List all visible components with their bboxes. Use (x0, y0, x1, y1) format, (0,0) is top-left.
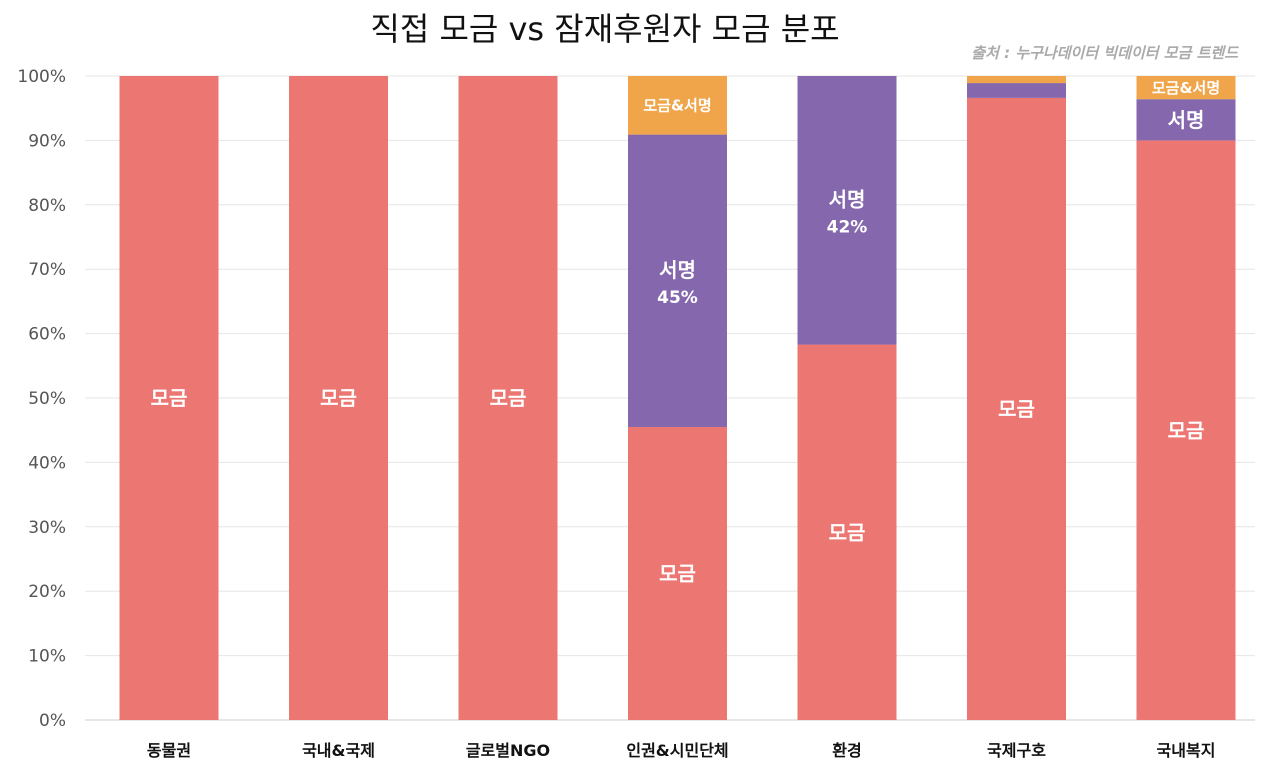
segment-label: 서명 (659, 258, 696, 282)
x-category-label: 동물권 (147, 741, 191, 760)
segment-value-label: 42% (827, 217, 868, 237)
y-tick-label: 90% (28, 131, 66, 151)
bar-segment (967, 97, 1066, 721)
bar-segment (458, 76, 558, 720)
bar-segment (628, 426, 727, 720)
segment-value-label: 45% (657, 288, 698, 308)
bar-segment (797, 76, 897, 345)
segment-label: 모금 (998, 397, 1035, 421)
x-category-label: 국제구호 (987, 741, 1046, 760)
x-category-label: 국내&국제 (302, 741, 375, 760)
bar-segment (797, 344, 897, 720)
bar-segment (119, 76, 219, 720)
x-category-label: 인권&시민단체 (626, 741, 728, 760)
segment-label: 모금 (151, 386, 188, 410)
y-tick-label: 0% (39, 711, 66, 731)
bar-segment (1136, 99, 1236, 141)
segment-label: 서명 (829, 187, 866, 211)
bar-segment (1136, 76, 1236, 100)
chart-title: 직접 모금 vs 잠재후원자 모금 분포 (370, 10, 840, 48)
bar-segment (628, 134, 727, 427)
bar-segment (1136, 140, 1236, 720)
bar-segment (967, 83, 1066, 98)
segment-label: 서명 (1168, 108, 1205, 132)
y-tick-label: 100% (17, 67, 66, 87)
segment-label: 모금&서명 (643, 97, 711, 115)
y-tick-label: 30% (28, 518, 66, 538)
x-category-label: 환경 (832, 741, 861, 760)
segment-label: 모금 (1168, 418, 1205, 442)
segment-label: 모금 (659, 562, 696, 586)
y-tick-label: 70% (28, 260, 66, 280)
segment-label: 모금 (829, 520, 866, 544)
bar-segment (628, 76, 727, 135)
x-category-label: 국내복지 (1157, 741, 1216, 760)
bar-segment (289, 76, 388, 720)
bar-segment (967, 76, 1066, 84)
segment-label: 모금 (490, 386, 527, 410)
segment-label: 모금&서명 (1152, 79, 1220, 97)
x-category-label: 글로벌NGO (466, 741, 550, 760)
chart-source: 출처 : 누구나데이터 빅데이터 모금 트렌드 (971, 44, 1238, 62)
y-tick-label: 20% (28, 582, 66, 602)
y-tick-label: 10% (28, 647, 66, 667)
y-tick-label: 50% (28, 389, 66, 409)
segment-label: 모금 (320, 386, 357, 410)
y-tick-label: 80% (28, 196, 66, 216)
y-tick-label: 40% (28, 453, 66, 473)
y-tick-label: 60% (28, 325, 66, 345)
